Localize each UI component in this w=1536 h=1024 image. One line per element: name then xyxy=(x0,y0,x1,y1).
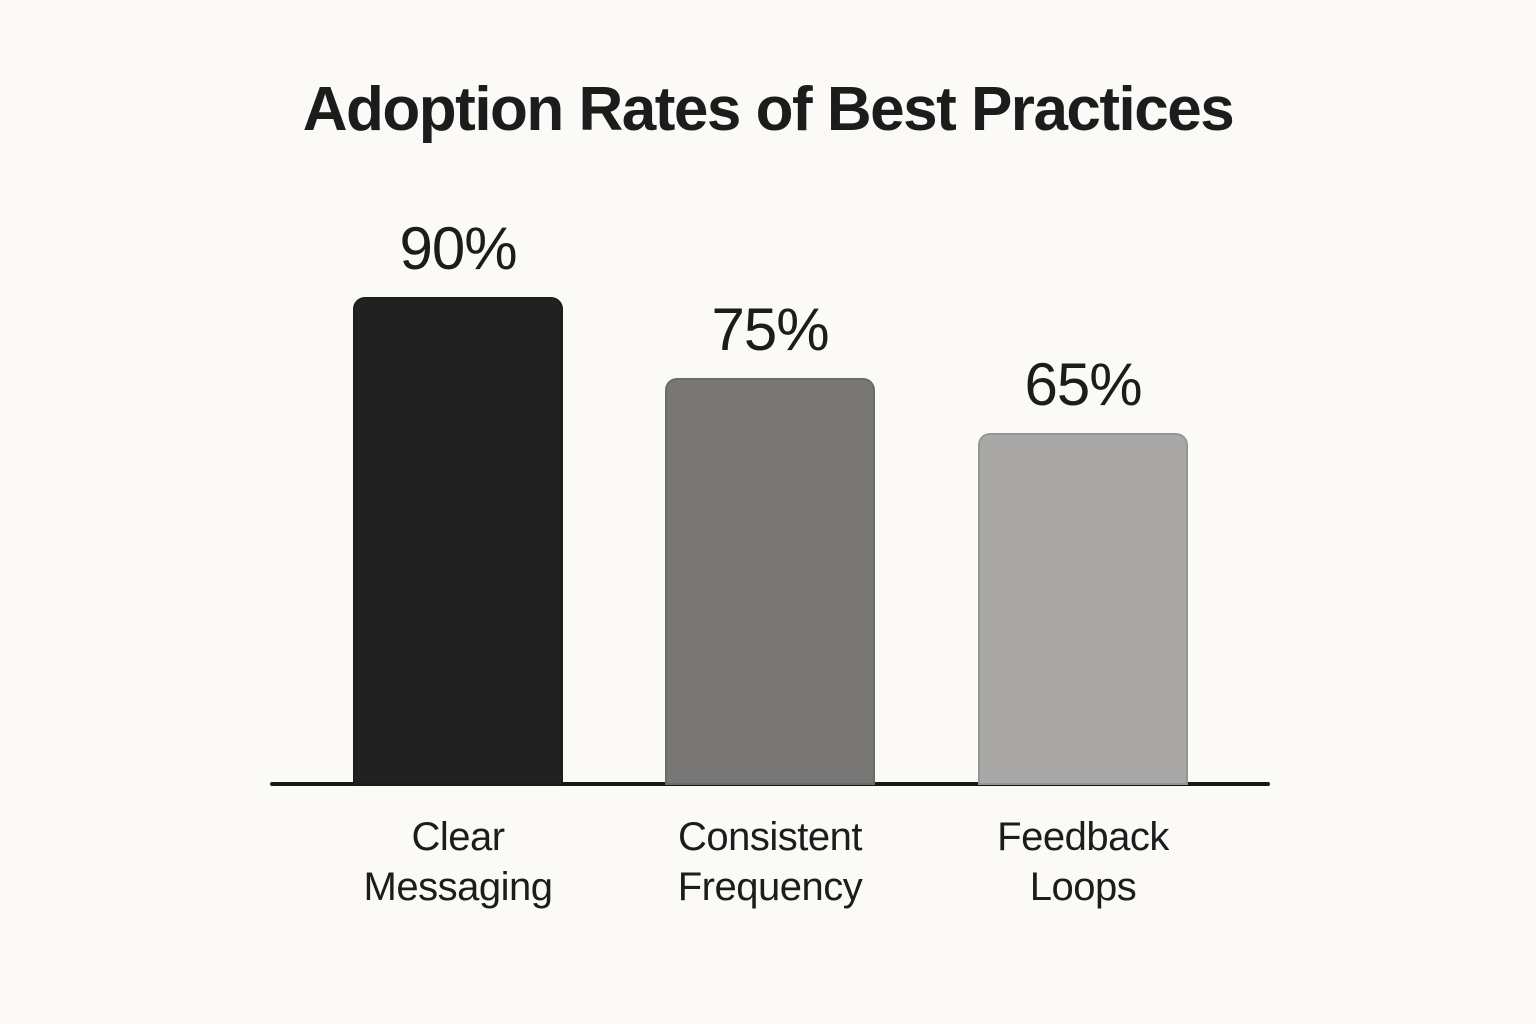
bar xyxy=(353,297,563,785)
bar xyxy=(665,378,875,785)
bar-category-label: Clear Messaging xyxy=(363,815,553,909)
bar-value-label: 65% xyxy=(1024,351,1142,418)
chart-title: Adoption Rates of Best Practices xyxy=(302,75,1235,144)
bar-value-label: 90% xyxy=(399,215,517,282)
bar-category-label: Feedback Loops xyxy=(997,815,1169,909)
bar xyxy=(978,433,1188,785)
bar-category-label: Consistent Frequency xyxy=(677,815,863,909)
bar-value-label: 75% xyxy=(711,296,829,363)
